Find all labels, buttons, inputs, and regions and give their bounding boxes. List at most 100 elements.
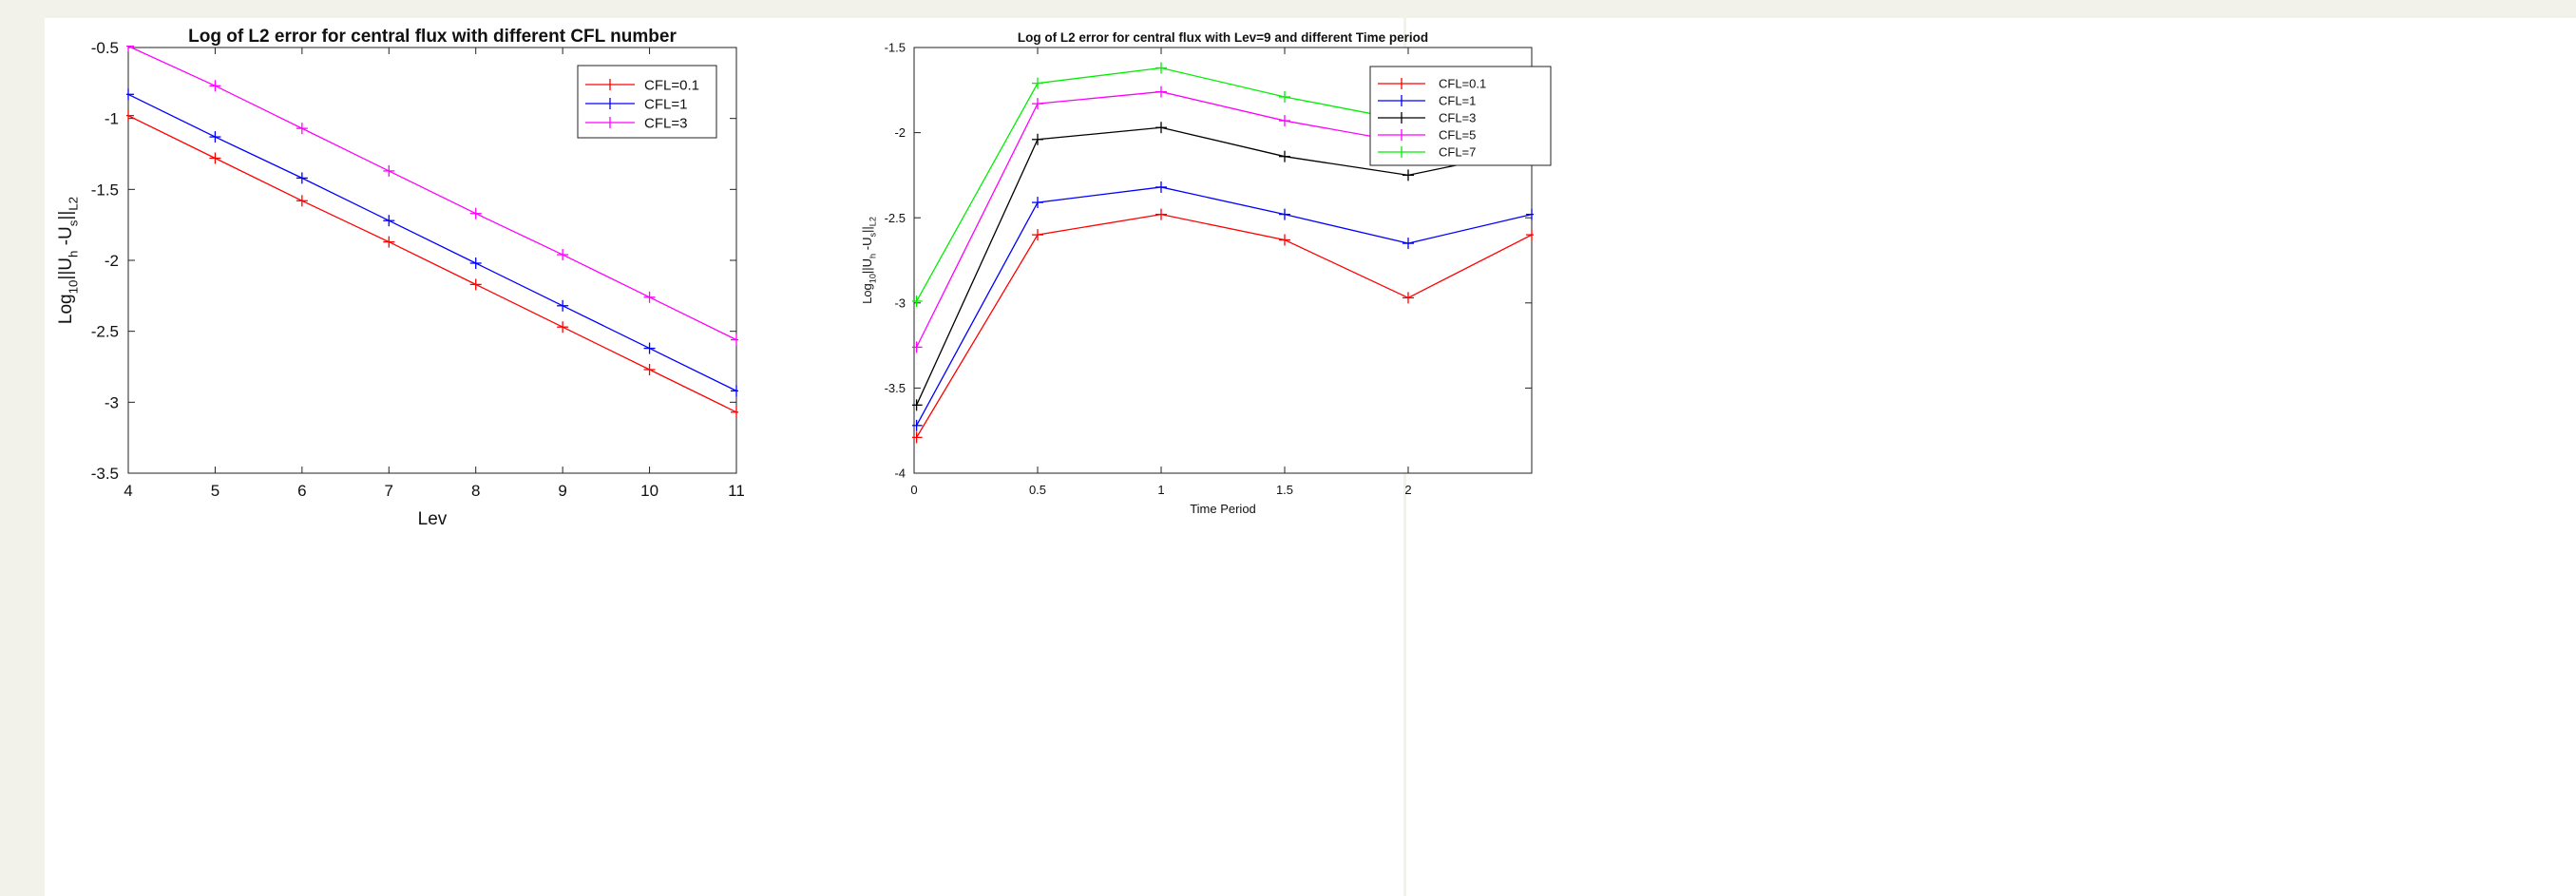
series-CFL=1: [912, 181, 1534, 431]
data-point: [731, 406, 738, 418]
legend-box: [1369, 66, 1552, 166]
legend-label: CFL=7: [1439, 145, 1476, 160]
x-tick-label: 11: [728, 482, 745, 500]
series-CFL=1: [126, 88, 738, 397]
data-point: [1032, 229, 1043, 241]
x-axis-label: Time Period: [1190, 502, 1256, 516]
data-point: [643, 363, 656, 375]
data-point: [731, 385, 738, 397]
data-point: [126, 88, 134, 101]
data-point: [1526, 208, 1534, 220]
series-CFL=3: [126, 46, 738, 346]
x-tick-label: 4: [124, 482, 132, 500]
data-point: [126, 109, 134, 122]
data-point: [1279, 234, 1290, 246]
series-line: [127, 115, 737, 413]
data-point: [209, 131, 221, 143]
legend-label: CFL=3: [1439, 111, 1476, 125]
data-point: [912, 419, 923, 431]
x-tick-label: 1.5: [1276, 483, 1293, 497]
data-point: [1279, 115, 1290, 127]
data-point: [469, 278, 482, 291]
legend-entry: CFL=1: [1378, 94, 1476, 108]
legend-label: CFL=0.1: [1439, 77, 1486, 91]
legend-label: CFL=0.1: [644, 77, 699, 93]
data-point: [1032, 98, 1043, 110]
y-tick-label: -3.5: [91, 465, 119, 483]
data-point: [912, 431, 923, 444]
data-point: [1402, 238, 1414, 250]
y-tick-label: -3.5: [885, 381, 906, 395]
chart-panel-right: [1406, 18, 2576, 896]
series-line: [916, 126, 1533, 406]
y-tick-label: -2.5: [885, 211, 906, 225]
data-point: [209, 152, 221, 164]
data-point: [643, 342, 656, 354]
x-axis-label: Lev: [418, 509, 448, 529]
data-point: [296, 195, 308, 207]
x-tick-label: 2: [1404, 483, 1411, 497]
data-point: [126, 46, 134, 52]
data-point: [1155, 181, 1167, 193]
x-tick-label: 10: [640, 482, 658, 500]
legend-entry: CFL=3: [585, 115, 687, 131]
data-point: [1526, 229, 1534, 241]
chart-2: 0 0.5 1 1.5 2 -1.5 -2 -2.5 -3 -3.5 -4 Log of L2 err…: [860, 30, 1552, 516]
y-axis-label: Log10||Uh -Us||L2: [860, 217, 878, 304]
y-tick-label: -0.5: [91, 39, 119, 57]
y-tick-label: -1.5: [91, 181, 119, 199]
data-point: [469, 207, 482, 219]
legend-entry: CFL=7: [1378, 145, 1476, 160]
y-tick-label: -1: [105, 110, 119, 128]
legend-box: [577, 65, 717, 139]
data-point: [557, 299, 569, 312]
legend-entry: CFL=5: [1378, 128, 1476, 143]
legend-label: CFL=1: [1439, 94, 1476, 108]
data-point: [1155, 86, 1167, 98]
data-point: [383, 164, 395, 177]
data-point: [912, 341, 923, 353]
legend-entry: CFL=0.1: [1378, 77, 1486, 91]
data-point: [643, 291, 656, 303]
legend-entry: CFL=3: [1378, 111, 1476, 125]
legend: CFL=0.1 CFL=1 CFL=3 CFL=5 CFL=7: [1369, 66, 1552, 166]
chart-title: Log of L2 error for central flux with di…: [188, 27, 677, 47]
legend-label: CFL=3: [644, 115, 687, 131]
data-point: [1402, 169, 1414, 181]
data-point: [209, 80, 221, 92]
x-tick-label: 5: [211, 482, 219, 500]
y-tick-label: -2: [894, 125, 906, 140]
y-axis-label: Log10||Uh -Us||L2: [56, 197, 81, 324]
data-point: [383, 215, 395, 227]
data-point: [1155, 122, 1167, 134]
data-point: [1279, 150, 1290, 162]
data-point: [1155, 62, 1167, 74]
y-tick-label: -4: [894, 467, 906, 481]
data-point: [296, 172, 308, 184]
x-tick-label: 1: [1157, 483, 1164, 497]
y-tick-label: -3: [894, 295, 906, 310]
data-point: [1032, 133, 1043, 145]
legend-label: CFL=1: [644, 96, 687, 112]
chart-1: 4 5 6 7 8 9 10 11 -0.5 -1 -1.5 -2 -2.5 -3 -3.5 Log of L…: [56, 27, 745, 529]
series-line: [127, 46, 737, 341]
x-tick-label: 8: [471, 482, 480, 500]
data-point: [1402, 292, 1414, 304]
series-line: [916, 186, 1533, 427]
legend-label: CFL=5: [1439, 128, 1476, 143]
legend-entry: CFL=1: [585, 96, 687, 112]
legend-entry: CFL=0.1: [585, 77, 699, 93]
x-tick-label: 7: [385, 482, 393, 500]
data-point: [469, 257, 482, 269]
y-tick-label: -2: [105, 252, 119, 270]
data-point: [383, 236, 395, 248]
data-point: [1155, 208, 1167, 220]
data-point: [557, 321, 569, 334]
data-point: [1279, 208, 1290, 220]
legend: CFL=0.1 CFL=1 CFL=3: [577, 65, 717, 139]
series-CFL=0.1: [126, 109, 738, 418]
data-point: [1032, 197, 1043, 209]
x-tick-label: 9: [558, 482, 566, 500]
data-point: [912, 399, 923, 411]
